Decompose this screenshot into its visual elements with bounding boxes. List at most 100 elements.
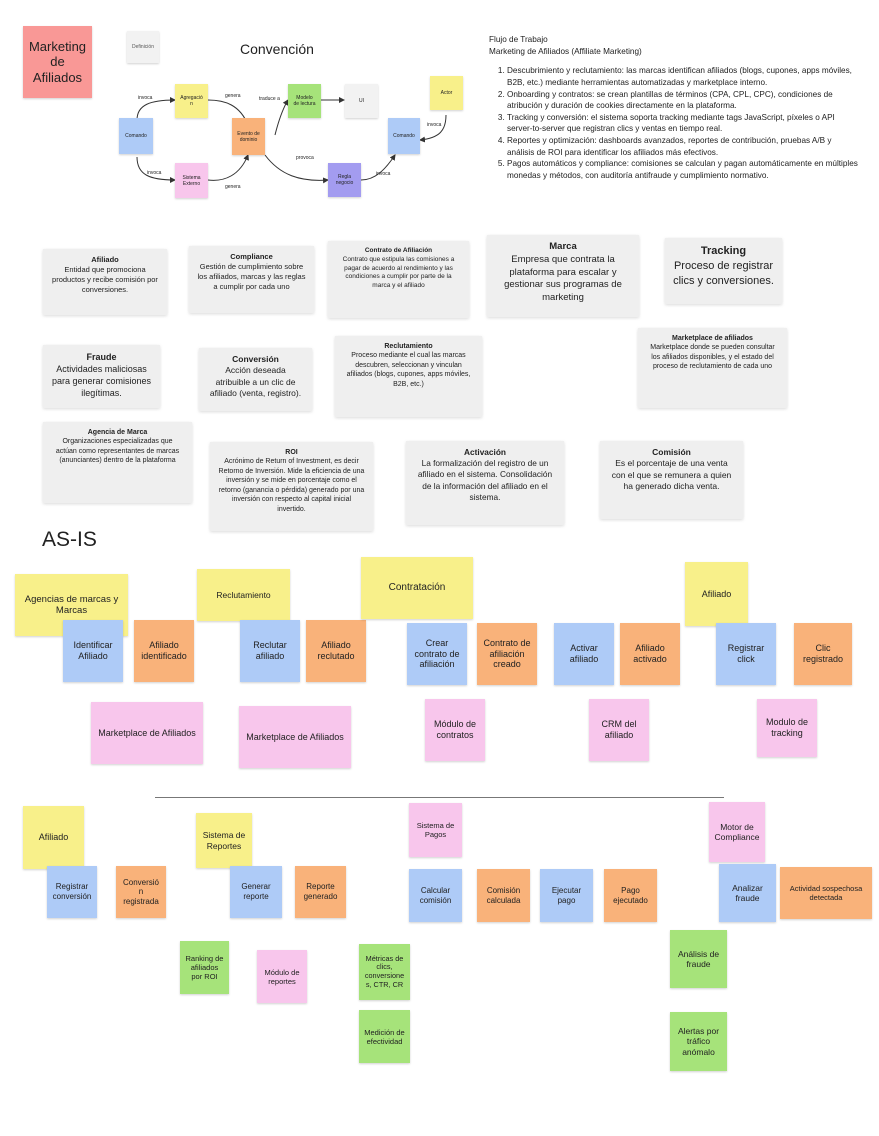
system-modulo-reportes[interactable]: Módulo de reportes (257, 950, 307, 1003)
sticky-label: Analizar fraude (732, 882, 763, 903)
command-registrar-conversion[interactable]: Registrar conversión (47, 866, 97, 918)
workflow-step: Descubrimiento y reclutamiento: las marc… (507, 65, 859, 88)
glossary-card-contrato[interactable]: Contrato de Afiliación Contrato que estip… (328, 241, 469, 318)
aggregate-reclutamiento[interactable]: Reclutamiento (197, 569, 290, 621)
sticky-label: Módulo de contratos (433, 719, 477, 740)
command-ejecutar-pago[interactable]: Ejecutar pago (540, 869, 593, 922)
legend-arrow-label-provoca: provoca (296, 155, 314, 161)
glossary-card-marca[interactable]: Marca Empresa que contrata la plataforma … (487, 235, 639, 317)
aggregate-contratacion[interactable]: Contratación (361, 557, 473, 619)
sticky-label: Ranking de afiliados por ROI (185, 954, 224, 981)
glossary-card-conversion[interactable]: Conversión Acción deseada atribuible a un… (199, 348, 312, 411)
event-afiliado-activado[interactable]: Afiliado activado (620, 623, 680, 685)
event-afiliado-identificado[interactable]: Afiliado identificado (134, 620, 194, 682)
glossary-card-compliance[interactable]: Compliance Gestión de cumplimiento sobre … (189, 246, 314, 313)
sticky-label: Afiliado (701, 588, 732, 599)
glossary-definition: Empresa que contrata la plataforma para … (504, 253, 622, 304)
workflow-step: Pagos automáticos y compliance: comision… (507, 158, 859, 181)
legend-read-model[interactable]: Modelo de lectura (288, 84, 321, 118)
glossary-definition: Gestión de cumplimiento sobre los afilia… (197, 262, 306, 292)
glossary-card-tracking[interactable]: Tracking Proceso de registrar clics y con… (665, 238, 782, 304)
system-pagos[interactable]: Sistema de Pagos (409, 803, 462, 857)
system-marketplace-1[interactable]: Marketplace de Afiliados (91, 702, 203, 764)
convention-title: Convención (240, 41, 314, 57)
glossary-term: Tracking (700, 245, 747, 257)
workflow-step: Onboarding y contratos: se crean plantil… (507, 89, 859, 112)
sticky-label: Registrar conversión (52, 882, 92, 901)
legend-aggregation[interactable]: Agregación (175, 84, 208, 118)
readmodel-ranking-roi[interactable]: Ranking de afiliados por ROI (180, 941, 229, 994)
legend-arrow-label-traduce: traduce a (259, 96, 280, 102)
glossary-definition: Actividades maliciosas para generar comi… (51, 364, 152, 399)
event-actividad-sospechosa[interactable]: Actividad sospechosa detectada (780, 867, 872, 919)
glossary-card-comision[interactable]: Comisión Es el porcentaje de una venta co… (600, 441, 743, 519)
event-pago-ejecutado[interactable]: Pago ejecutado (604, 869, 657, 922)
legend-business-rule[interactable]: Regla negocio (328, 163, 361, 197)
sticky-label: Pago ejecutado (613, 885, 648, 905)
command-identificar-afiliado[interactable]: Identificar Afiliado (63, 620, 123, 682)
system-modulo-tracking[interactable]: Modulo de tracking (757, 699, 817, 757)
legend-business-rule-label: Regla negocio (335, 174, 354, 186)
glossary-term: Agencia de Marca (87, 429, 148, 436)
sticky-label: CRM del afiliado (601, 719, 637, 740)
readmodel-analisis-fraude[interactable]: Análisis de fraude (670, 930, 727, 988)
glossary-term: Conversión (232, 354, 279, 364)
glossary-term: Marca (549, 241, 577, 252)
glossary-card-reclutamiento[interactable]: Reclutamiento Proceso mediante el cual la… (335, 336, 482, 417)
glossary-card-afiliado[interactable]: Afiliado Entidad que promociona productos… (43, 249, 167, 315)
system-motor-compliance[interactable]: Motor de Compliance (709, 802, 765, 862)
sticky-label: Actividad sospechosa detectada (789, 884, 863, 902)
definition-legend-sticky[interactable]: Definición (127, 31, 159, 63)
glossary-card-marketplace[interactable]: Marketplace de afiliados Marketplace dond… (638, 328, 787, 408)
readmodel-alertas-trafico[interactable]: Alertas por tráfico anómalo (670, 1012, 727, 1071)
event-afiliado-reclutado[interactable]: Afiliado reclutado (306, 620, 366, 682)
command-calcular-comision[interactable]: Calcular comisión (409, 869, 462, 922)
actor-afiliado-1[interactable]: Afiliado (685, 562, 748, 626)
sticky-label: Reporte generado (303, 882, 338, 901)
glossary-definition: Es el porcentaje de una venta con el que… (611, 458, 732, 492)
legend-command-1[interactable]: Comando (119, 118, 153, 154)
legend-command-2[interactable]: Comando (388, 118, 420, 154)
legend-read-model-label: Modelo de lectura (293, 95, 316, 107)
legend-actor[interactable]: Actor (430, 76, 463, 110)
sticky-label: Generar reporte (241, 882, 271, 901)
actor-afiliado-2[interactable]: Afiliado (23, 806, 84, 869)
glossary-term: Activación (464, 447, 506, 457)
sticky-label: Módulo de reportes (264, 967, 300, 986)
legend-domain-event[interactable]: Evento de dominio (232, 118, 265, 155)
command-crear-contrato[interactable]: Crear contrato de afiliación (407, 623, 467, 685)
legend-ui[interactable]: UI (345, 84, 378, 118)
glossary-card-fraude[interactable]: Fraude Actividades maliciosas para genera… (43, 345, 160, 408)
event-contrato-creado[interactable]: Contrato de afiliación creado (477, 623, 537, 685)
system-modulo-contratos[interactable]: Módulo de contratos (425, 699, 485, 761)
legend-ui-label: UI (359, 98, 364, 104)
sticky-label: Análisis de fraude (677, 948, 720, 969)
glossary-card-agencia[interactable]: Agencia de Marca Organizaciones especiali… (43, 422, 192, 503)
command-registrar-click[interactable]: Registrar click (716, 623, 776, 685)
system-reportes-actor[interactable]: Sistema de Reportes (196, 813, 252, 868)
command-reclutar-afiliado[interactable]: Reclutar afiliado (240, 620, 300, 682)
sticky-label: Sistema de Reportes (202, 830, 246, 851)
event-comision-calculada[interactable]: Comisión calculada (477, 869, 530, 922)
command-generar-reporte[interactable]: Generar reporte (230, 866, 282, 918)
sticky-label: Reclutamiento (216, 589, 271, 600)
workflow-subtitle: Marketing de Afiliados (Affiliate Market… (489, 46, 642, 56)
legend-arrow-label-invoca-1: invoca (138, 95, 153, 101)
legend-external-system[interactable]: Sistema Externo (175, 163, 208, 198)
sticky-label: Clic registrado (802, 643, 844, 664)
system-crm-afiliado[interactable]: CRM del afiliado (589, 699, 649, 761)
glossary-card-activacion[interactable]: Activación La formalización del registro … (406, 441, 564, 525)
event-clic-registrado[interactable]: Clic registrado (794, 623, 852, 685)
system-marketplace-2[interactable]: Marketplace de Afiliados (239, 706, 351, 768)
readmodel-medicion-efectividad[interactable]: Medición de efectividad (359, 1010, 410, 1063)
readmodel-metricas[interactable]: Métricas de clics, conversiones, CTR, CR (359, 944, 410, 1000)
sticky-label: Marketplace de Afiliados (98, 727, 196, 738)
sticky-label: Sistema de Pagos (416, 821, 455, 839)
legend-actor-label: Actor (440, 90, 453, 96)
event-reporte-generado[interactable]: Reporte generado (295, 866, 346, 918)
board-title-sticky[interactable]: Marketing de Afiliados (23, 26, 92, 98)
event-conversion-registrada[interactable]: Conversión registrada (116, 866, 166, 918)
command-activar-afiliado[interactable]: Activar afiliado (554, 623, 614, 685)
command-analizar-fraude[interactable]: Analizar fraude (719, 864, 776, 922)
glossary-card-roi[interactable]: ROI Acrónimo de Return of Investment, es … (210, 442, 373, 531)
